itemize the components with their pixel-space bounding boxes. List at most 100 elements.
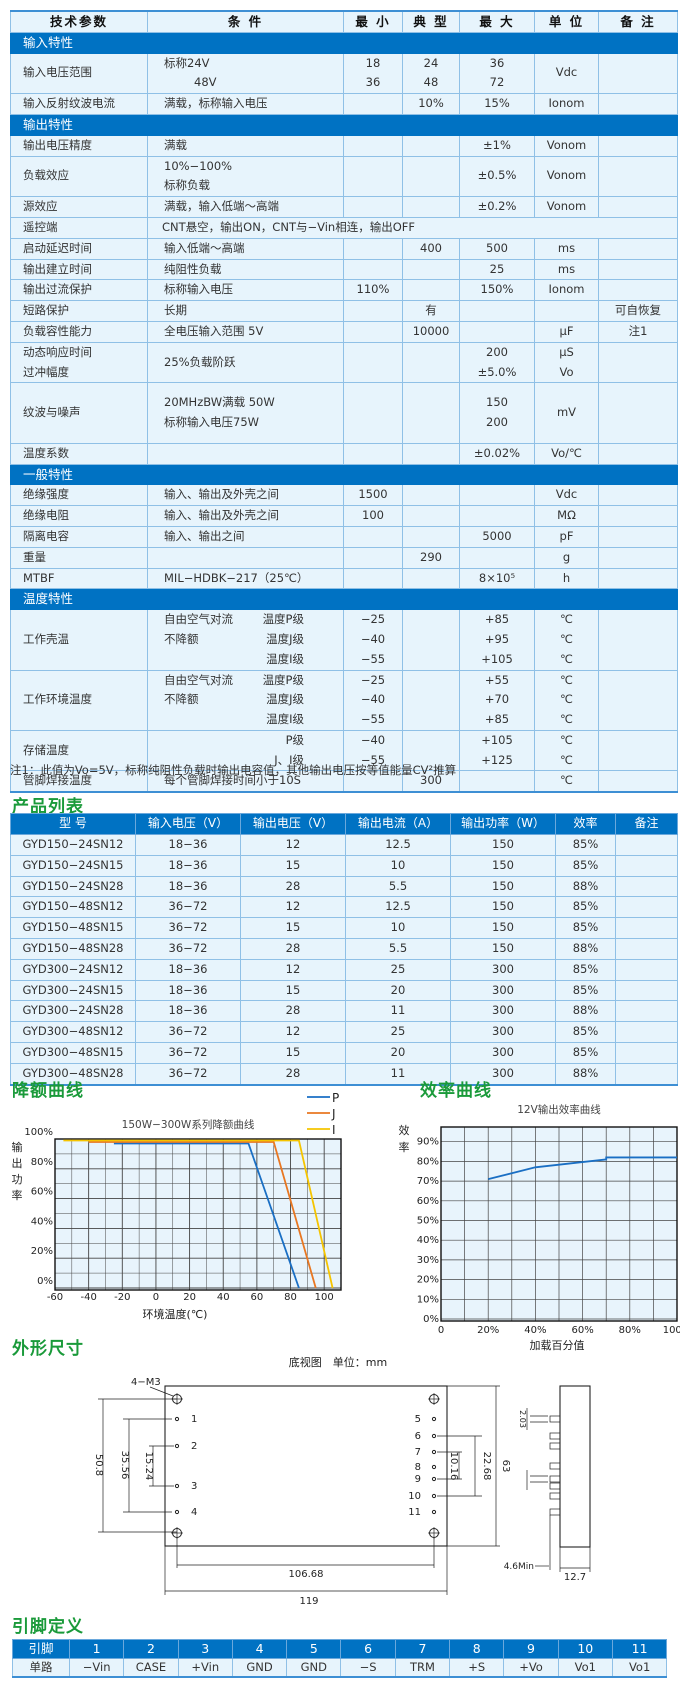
cell-text: 不降额 xyxy=(164,631,199,646)
leader-line xyxy=(149,1386,174,1397)
cell-line: 10% xyxy=(418,96,444,111)
section-row: 输入特性 xyxy=(10,31,678,54)
cell-unit: μF xyxy=(534,320,599,343)
cell-line: ℃ xyxy=(560,773,573,788)
cell-line: +125 xyxy=(481,752,513,767)
table-row: 工作壳温 自由空气对流 温度P级 不降额 温度J级 温度I级 −25 −40 −55 +85 +95… xyxy=(10,609,678,671)
cell-note xyxy=(598,196,678,218)
cell: 300 xyxy=(450,958,556,981)
pin-function: Vo1 xyxy=(611,1657,668,1678)
cell-param: 绝缘电阻 xyxy=(10,505,148,527)
cell: 85% xyxy=(555,917,616,939)
cell-unit: Vdc xyxy=(534,52,599,95)
table-row: GYD300−24SN15 18−36 15 20 300 85% xyxy=(10,979,678,1002)
cell-cond: 每个管脚焊接时间小于10S xyxy=(147,770,344,793)
cell-line: +105 xyxy=(481,651,513,666)
cell-unit: ℃ xyxy=(534,770,599,793)
cell-note xyxy=(598,382,678,444)
cell: 85% xyxy=(555,834,616,856)
cell-param: 输入反射纹波电流 xyxy=(10,93,148,115)
pin-label: 2 xyxy=(191,1441,197,1452)
cell-note: 可自恢复 xyxy=(598,300,678,322)
cell-line: μS xyxy=(559,344,574,359)
cell-param: 管脚焊接温度 xyxy=(10,770,148,793)
cell-text: 温度I级 xyxy=(266,712,304,727)
cell: 18−36 xyxy=(135,834,241,856)
product-list-title: 产品列表 xyxy=(12,797,84,817)
cell-unit: Vonom xyxy=(534,196,599,218)
cell-line: 自由空气对流 温度P级 xyxy=(164,611,343,630)
cell-line: 自由空气对流 温度P级 xyxy=(164,671,343,690)
cell-param: 隔离电容 xyxy=(10,525,148,548)
cell-typ: 290 xyxy=(402,546,460,569)
cell: GYD150−48SN12 xyxy=(10,896,136,919)
cell: 5.5 xyxy=(345,875,451,898)
pin-function: Vo1 xyxy=(557,1657,613,1678)
x-tick-label: 60% xyxy=(571,1325,593,1336)
cell-cond: 标称24V 48V xyxy=(147,52,344,95)
cell-line: 遥控端 xyxy=(23,219,58,234)
cell-line: 管脚焊接温度 xyxy=(23,773,92,788)
cell-min xyxy=(343,258,403,281)
spec-table: 技术参数条 件最 小典 型最 大单 位备 注 输入特性 输入电压范围 标称24V 48… xyxy=(10,10,678,794)
cell-note xyxy=(598,770,678,793)
mount-label: 4−M3 xyxy=(131,1377,161,1388)
cell: 88% xyxy=(555,1062,616,1086)
cell-note xyxy=(598,729,678,772)
cell-line: 有 xyxy=(425,303,437,318)
y-axis-label-char: 功 xyxy=(12,1173,23,1186)
cell-cond: 长期 xyxy=(147,300,344,322)
cell-line: −25 xyxy=(360,612,386,627)
cell-line: 长期 xyxy=(164,303,187,318)
cell-line: Vo/℃ xyxy=(551,445,582,460)
cell-line: 输出建立时间 xyxy=(23,261,92,276)
cell-max: ±0.2% xyxy=(459,196,535,218)
cell-line: 18 xyxy=(365,55,381,70)
cell-max: ±1% xyxy=(459,134,535,157)
series-line-I xyxy=(63,1139,334,1289)
cell-max: 8×10⁵ xyxy=(459,567,535,590)
cell-max xyxy=(459,300,535,322)
cell-note xyxy=(598,258,678,281)
y-axis-label-char: 输 xyxy=(12,1140,23,1154)
cell-line: 10%−100% xyxy=(164,158,233,173)
cell-min xyxy=(343,382,403,444)
y-tick-label: 80% xyxy=(417,1156,439,1167)
cell: 88% xyxy=(555,1000,616,1023)
cell: 25 xyxy=(345,1021,451,1043)
side-pin xyxy=(549,1415,561,1423)
cell-unit: μS Vo xyxy=(534,341,599,384)
pin-function: +Vo xyxy=(503,1657,559,1678)
cell-line: −40 xyxy=(360,732,386,747)
cell-typ xyxy=(402,279,460,302)
cell-cond: 输入、输出及外壳之间 xyxy=(147,484,344,507)
cell-unit: MΩ xyxy=(534,505,599,527)
dim-63: 63 xyxy=(500,1460,511,1473)
outline-drawing: 底视图 单位：mm 4−M3 1 2 3 4 5 6 7 89 10 11 50.8 35.56 15.24… xyxy=(93,1355,591,1607)
pin-icon xyxy=(431,1433,437,1439)
series-line-J xyxy=(88,1141,317,1289)
cell-line: ℃ xyxy=(560,752,573,767)
cell-note xyxy=(598,609,678,671)
pin-function: 单路 xyxy=(12,1657,70,1678)
dim-12-7: 12.7 xyxy=(564,1572,586,1583)
column-header: 最 小 xyxy=(343,10,403,33)
cell-line: 48 xyxy=(423,75,439,90)
cell-line: +70 xyxy=(484,692,510,707)
cell-cond xyxy=(147,546,344,569)
cell-max xyxy=(459,770,535,793)
column-header: 单 位 xyxy=(534,10,599,33)
cell-line: Ionom xyxy=(548,282,585,297)
cell-typ xyxy=(402,341,460,384)
cell xyxy=(615,937,678,960)
cell-min xyxy=(343,567,403,590)
y-tick-label: 70% xyxy=(417,1176,439,1187)
cell-max xyxy=(459,546,535,569)
pin-function: GND xyxy=(286,1657,342,1678)
cell-unit: Ionom xyxy=(534,93,599,115)
cell: 12 xyxy=(240,834,346,856)
cell: 18−36 xyxy=(135,1000,241,1023)
cell-cond: 纯阻性负载 xyxy=(147,258,344,281)
pin-label: 10 xyxy=(408,1491,421,1502)
cell: 10 xyxy=(345,854,451,877)
